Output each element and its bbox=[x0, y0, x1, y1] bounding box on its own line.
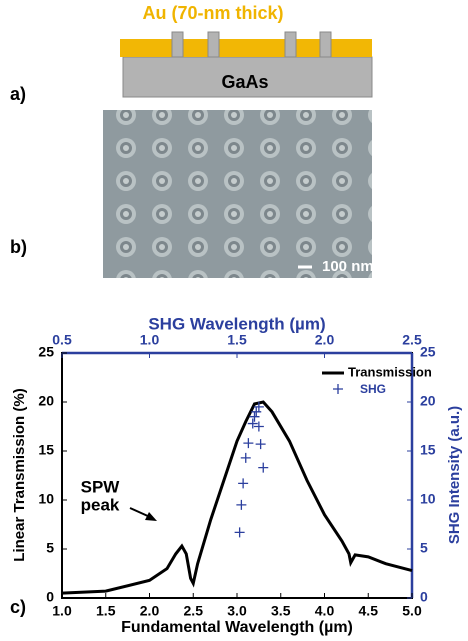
annotation: peak bbox=[81, 495, 120, 514]
legend-label: Transmission bbox=[348, 364, 432, 379]
substrate-label: GaAs bbox=[221, 72, 268, 92]
x2-tick-label: 0.5 bbox=[52, 332, 72, 348]
legend-swatch bbox=[333, 384, 343, 394]
y2-tick-label: 10 bbox=[420, 491, 436, 507]
x-tick-label: 4.0 bbox=[315, 603, 335, 619]
shg-point bbox=[258, 463, 268, 473]
y-tick-label: 20 bbox=[38, 393, 54, 409]
x-tick-label: 3.5 bbox=[271, 603, 291, 619]
x2-tick-label: 1.0 bbox=[140, 332, 160, 348]
gold-film bbox=[120, 39, 372, 57]
x2-tick-label: 2.0 bbox=[315, 332, 335, 348]
x-tick-label: 2.0 bbox=[140, 603, 160, 619]
x-tick-label: 4.5 bbox=[359, 603, 379, 619]
sem-image bbox=[103, 110, 372, 278]
shg-point bbox=[238, 478, 248, 488]
shg-point bbox=[243, 438, 253, 448]
panel-label: c) bbox=[10, 597, 26, 617]
x2-tick-label: 1.5 bbox=[227, 332, 247, 348]
y2-tick-label: 5 bbox=[420, 540, 428, 556]
annotation-arrow bbox=[130, 508, 150, 517]
panel-label: b) bbox=[10, 237, 27, 257]
y-tick-label: 10 bbox=[38, 491, 54, 507]
x-tick-label: 1.5 bbox=[96, 603, 116, 619]
y-tick-label: 0 bbox=[46, 589, 54, 605]
annotation-arrowhead bbox=[145, 512, 157, 521]
y-tick-label: 25 bbox=[38, 344, 54, 360]
panel-label: a) bbox=[10, 84, 26, 104]
shg-point bbox=[235, 527, 245, 537]
y-axis-title: Linear Transmission (%) bbox=[11, 388, 28, 561]
y2-tick-label: 25 bbox=[420, 344, 436, 360]
x-tick-label: 3.0 bbox=[227, 603, 247, 619]
y2-tick-label: 0 bbox=[420, 589, 428, 605]
y-tick-label: 5 bbox=[46, 540, 54, 556]
x2-axis-title: SHG Wavelength (µm) bbox=[148, 314, 325, 333]
annotation: SPW bbox=[81, 477, 121, 496]
x-tick-label: 1.0 bbox=[52, 603, 72, 619]
scale-bar-label: 100 nm bbox=[322, 258, 374, 275]
page: Au (70-nm thick) GaAs a) 100 nm b) c) SH… bbox=[0, 0, 468, 636]
figure: Au (70-nm thick) GaAs a) 100 nm b) c) SH… bbox=[0, 0, 468, 636]
y-tick-label: 15 bbox=[38, 442, 54, 458]
x-axis-title: Fundamental Wavelength (µm) bbox=[121, 619, 353, 636]
x-tick-label: 5.0 bbox=[402, 603, 422, 619]
legend-label: SHG bbox=[360, 382, 386, 396]
shg-point bbox=[256, 439, 266, 449]
shg-point bbox=[241, 453, 251, 463]
x-tick-label: 2.5 bbox=[184, 603, 204, 619]
x2-tick-label: 2.5 bbox=[402, 332, 422, 348]
gold-label: Au (70-nm thick) bbox=[142, 3, 283, 23]
y2-axis-title: SHG Intensity (a.u.) bbox=[446, 406, 463, 544]
shg-point bbox=[236, 500, 246, 510]
y2-tick-label: 15 bbox=[420, 442, 436, 458]
y2-tick-label: 20 bbox=[420, 393, 436, 409]
